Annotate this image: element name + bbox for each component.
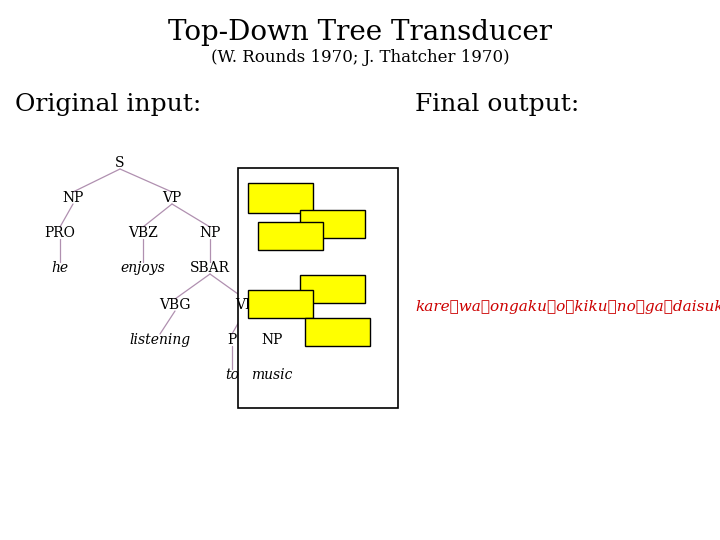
Text: Top-Down Tree Transducer: Top-Down Tree Transducer xyxy=(168,18,552,45)
Text: (W. Rounds 1970; J. Thatcher 1970): (W. Rounds 1970; J. Thatcher 1970) xyxy=(211,50,509,66)
Text: Final output:: Final output: xyxy=(415,93,580,117)
Text: Original input:: Original input: xyxy=(15,93,202,117)
Bar xyxy=(238,168,398,408)
Text: enjoys: enjoys xyxy=(121,261,166,275)
Text: he: he xyxy=(51,261,68,275)
Text: VBG: VBG xyxy=(159,298,191,312)
Bar xyxy=(300,210,365,238)
Bar xyxy=(248,290,313,318)
Text: music: music xyxy=(251,368,293,382)
Text: NP: NP xyxy=(261,333,283,347)
Text: listening: listening xyxy=(130,333,191,347)
Bar xyxy=(300,275,365,303)
Bar xyxy=(248,183,313,213)
Bar xyxy=(305,318,370,346)
Text: NP: NP xyxy=(199,226,221,240)
Text: VP: VP xyxy=(163,191,181,205)
Text: PRO: PRO xyxy=(45,226,76,240)
Text: NP: NP xyxy=(63,191,84,205)
Text: S: S xyxy=(115,156,125,170)
Text: kare、wa、ongaku、o、kiku、no、ga、daisuki、desu: kare、wa、ongaku、o、kiku、no、ga、daisuki、desu xyxy=(415,300,720,314)
Text: P: P xyxy=(228,333,237,347)
Text: VP: VP xyxy=(235,298,255,312)
Text: VBZ: VBZ xyxy=(128,226,158,240)
Text: to: to xyxy=(225,368,239,382)
Bar xyxy=(258,222,323,250)
Text: SBAR: SBAR xyxy=(190,261,230,275)
